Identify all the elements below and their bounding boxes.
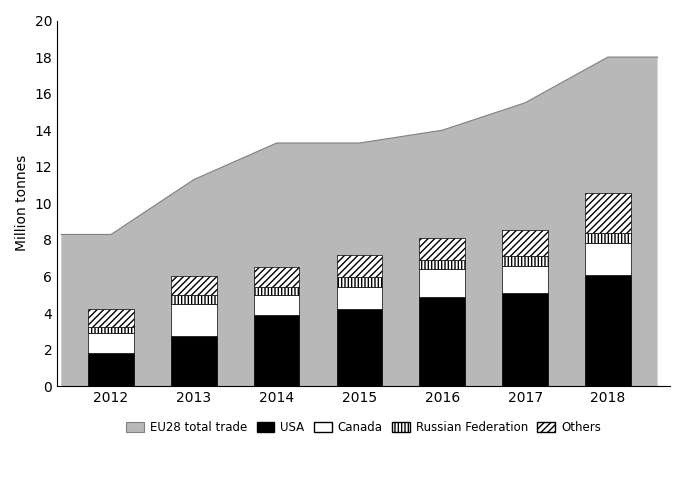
- Polygon shape: [61, 57, 658, 386]
- Bar: [336, 277, 382, 287]
- Bar: [419, 269, 465, 297]
- Bar: [502, 257, 548, 267]
- Bar: [254, 295, 299, 315]
- Bar: [171, 295, 216, 304]
- Bar: [336, 255, 382, 277]
- Bar: [171, 275, 216, 295]
- Bar: [88, 353, 134, 386]
- Legend: EU28 total trade, USA, Canada, Russian Federation, Others: EU28 total trade, USA, Canada, Russian F…: [122, 416, 606, 439]
- Bar: [419, 238, 465, 260]
- Bar: [585, 275, 631, 386]
- Bar: [88, 327, 134, 333]
- Bar: [171, 336, 216, 386]
- Y-axis label: Million tonnes: Million tonnes: [15, 155, 29, 252]
- Bar: [419, 260, 465, 269]
- Bar: [88, 333, 134, 353]
- Bar: [254, 315, 299, 386]
- Bar: [502, 293, 548, 386]
- Bar: [336, 287, 382, 308]
- Bar: [502, 230, 548, 257]
- Bar: [254, 267, 299, 287]
- Bar: [502, 267, 548, 293]
- Bar: [171, 304, 216, 336]
- Bar: [419, 297, 465, 386]
- Bar: [254, 287, 299, 295]
- Bar: [336, 308, 382, 386]
- Bar: [585, 233, 631, 242]
- Bar: [88, 309, 134, 327]
- Bar: [585, 193, 631, 233]
- Bar: [585, 242, 631, 275]
